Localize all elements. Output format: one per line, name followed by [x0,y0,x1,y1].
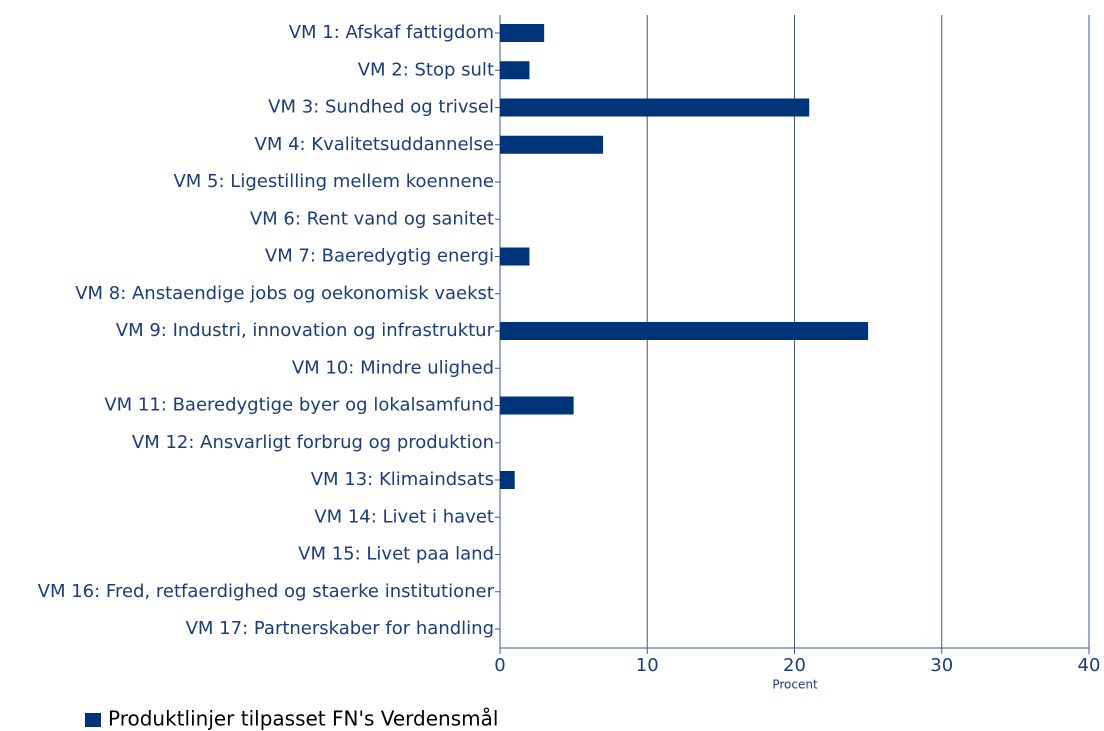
x-tick-label: 0 [494,655,505,676]
y-tick-label: VM 4: Kvalitetsuddannelse [255,134,495,155]
bar [500,471,515,489]
bar [500,98,810,117]
bar [500,396,574,415]
y-tick-label: VM 12: Ansvarligt forbrug og produktion [132,432,494,453]
x-tick-label: 20 [783,655,806,676]
y-tick-label: VM 14: Livet i havet [314,506,494,527]
y-tick-label: VM 17: Partnerskaber for handling [186,618,494,639]
y-tick-label: VM 10: Mindre ulighed [292,357,494,378]
y-tick-label: VM 5: Ligestilling mellem koennene [173,171,494,192]
y-tick-label: VM 13: Klimaindsats [311,469,494,490]
legend-swatch [85,713,101,727]
y-tick-label: VM 6: Rent vand og sanitet [250,208,494,229]
bar [500,135,604,154]
y-tick-label: VM 8: Anstaendige jobs og oekonomisk vae… [75,283,494,304]
x-axis-label: Procent [772,678,818,692]
bar [500,322,869,340]
legend-label: Produktlinjer tilpasset FN's Verdensmål [108,707,498,731]
x-tick-label: 40 [1078,655,1101,676]
bar [500,247,530,266]
y-tick-label: VM 15: Livet paa land [298,544,494,565]
y-tick-label: VM 7: Baeredygtig energi [265,246,494,267]
y-tick-label: VM 3: Sundhed og trivsel [268,97,494,118]
y-tick-label: VM 1: Afskaf fattigdom [289,22,494,43]
bar [500,61,530,80]
y-tick-label: VM 11: Baeredygtige byer og lokalsamfund [104,395,494,416]
y-tick-label: VM 9: Industri, innovation og infrastruk… [116,320,495,341]
y-tick-label: VM 2: Stop sult [358,59,494,80]
y-tick-label: VM 16: Fred, retfaerdighed og staerke in… [38,581,495,602]
x-tick-label: 10 [636,655,659,676]
bar [500,24,545,42]
x-tick-label: 30 [930,655,953,676]
